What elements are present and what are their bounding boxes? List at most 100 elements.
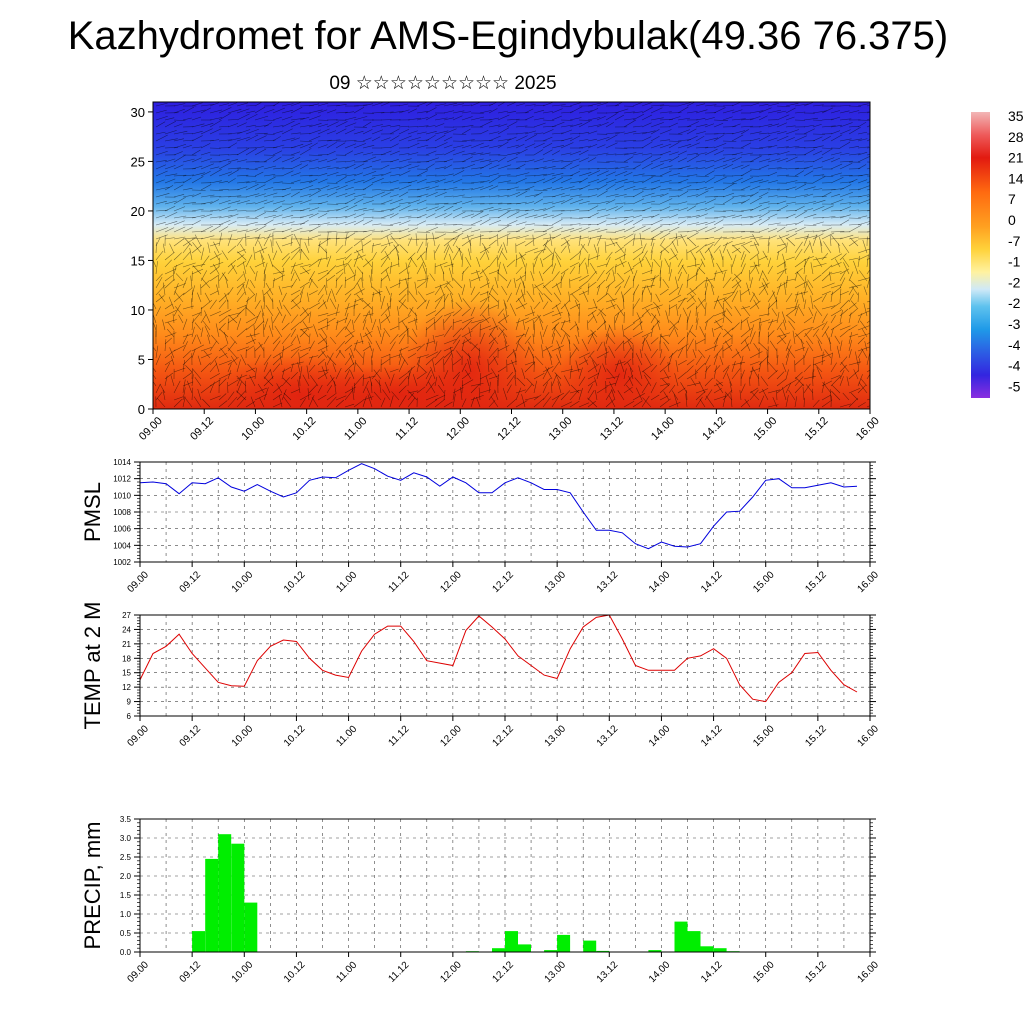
wind-barb	[704, 165, 715, 170]
wind-barb	[416, 281, 426, 289]
wind-barb	[803, 117, 818, 121]
wind-barb	[281, 182, 295, 184]
wind-barb	[803, 213, 817, 219]
wind-barb	[326, 278, 328, 289]
wind-barb	[220, 347, 229, 359]
wind-barb	[758, 103, 769, 107]
wind-barb	[857, 277, 870, 282]
wind-barb	[416, 214, 427, 219]
wind-barb	[587, 283, 590, 296]
wind-barb	[641, 395, 650, 408]
wind-barb	[524, 327, 530, 338]
wind-barb	[650, 209, 662, 212]
wind-barb	[194, 322, 202, 331]
wind-barb	[216, 284, 220, 296]
wind-barb	[686, 152, 699, 156]
wind-barb	[740, 369, 745, 380]
wind-barb	[173, 181, 185, 184]
wind-barb	[182, 158, 195, 163]
wind-barb	[704, 315, 715, 324]
wind-barb	[191, 135, 203, 142]
wind-barb	[587, 117, 601, 121]
wind-barb	[785, 292, 793, 303]
wind-barb	[767, 319, 778, 324]
wind-barb	[677, 207, 689, 212]
wind-barb	[491, 368, 499, 380]
wind-barb	[278, 300, 283, 310]
wind-barb	[488, 102, 498, 107]
wind-barb	[299, 397, 306, 408]
wind-barb	[452, 339, 461, 352]
wind-barb	[704, 236, 715, 240]
wind-barb	[308, 355, 319, 359]
wind-barb	[353, 254, 359, 268]
wind-barb	[575, 335, 580, 345]
y-tick-label: 6	[127, 712, 132, 721]
wind-barb	[686, 205, 697, 212]
wind-barb	[731, 156, 742, 163]
wind-barb	[389, 261, 392, 275]
wind-barb	[191, 165, 203, 170]
wind-barb	[803, 201, 817, 205]
wind-barb	[794, 271, 798, 282]
wind-barb	[614, 205, 624, 212]
wind-barb	[317, 257, 330, 261]
wind-barb	[650, 143, 664, 149]
wind-barb	[704, 159, 715, 163]
wind-barb	[299, 174, 313, 177]
wind-barb	[443, 247, 450, 261]
wind-barb	[641, 337, 645, 352]
x-tick-label: 14.12	[699, 569, 725, 595]
wind-barb	[479, 298, 488, 310]
wind-barb	[515, 235, 529, 240]
wind-barb	[398, 327, 410, 338]
wind-barb	[164, 332, 177, 338]
wind-barb	[629, 367, 634, 380]
wind-barb	[812, 145, 824, 149]
wind-barb	[839, 340, 843, 352]
wind-barb	[164, 185, 174, 191]
wind-barb	[749, 204, 762, 212]
wind-barb	[488, 108, 498, 114]
wind-barb	[542, 187, 553, 191]
wind-barb	[805, 384, 814, 394]
wind-barb	[821, 293, 827, 303]
wind-barb	[578, 131, 590, 135]
wind-barb	[785, 201, 796, 205]
wind-barb	[762, 270, 769, 282]
wind-barb	[713, 174, 726, 177]
wind-barb	[350, 370, 355, 380]
wind-barb	[353, 163, 365, 170]
wind-barb	[740, 343, 750, 352]
wind-barb	[173, 236, 186, 240]
wind-barb	[587, 397, 598, 408]
wind-barb	[859, 270, 868, 282]
wind-barb	[344, 164, 356, 170]
wind-barb	[614, 153, 629, 156]
wind-barb	[320, 328, 328, 338]
wind-barb	[587, 124, 602, 128]
wind-barb	[204, 325, 211, 338]
wind-barb	[326, 171, 339, 177]
wind-barb	[533, 323, 536, 338]
wind-barb	[227, 159, 239, 163]
wind-barb	[551, 233, 562, 240]
wind-barb	[387, 303, 391, 317]
wind-barb	[542, 264, 553, 275]
wind-barb	[380, 137, 391, 142]
wind-barb	[857, 385, 866, 394]
wind-barb	[776, 157, 789, 163]
wind-barb	[209, 299, 217, 310]
wind-barb	[155, 273, 163, 282]
wind-barb	[614, 114, 625, 121]
wind-barb	[209, 290, 219, 296]
wind-barb	[704, 137, 719, 142]
wind-barb	[263, 139, 276, 142]
wind-barb	[360, 333, 364, 345]
wind-barb	[587, 212, 599, 219]
wind-barb	[650, 394, 660, 401]
wind-barb	[596, 247, 600, 261]
wind-barb	[488, 202, 503, 205]
wind-barb	[686, 310, 692, 324]
wind-barb	[659, 129, 672, 135]
